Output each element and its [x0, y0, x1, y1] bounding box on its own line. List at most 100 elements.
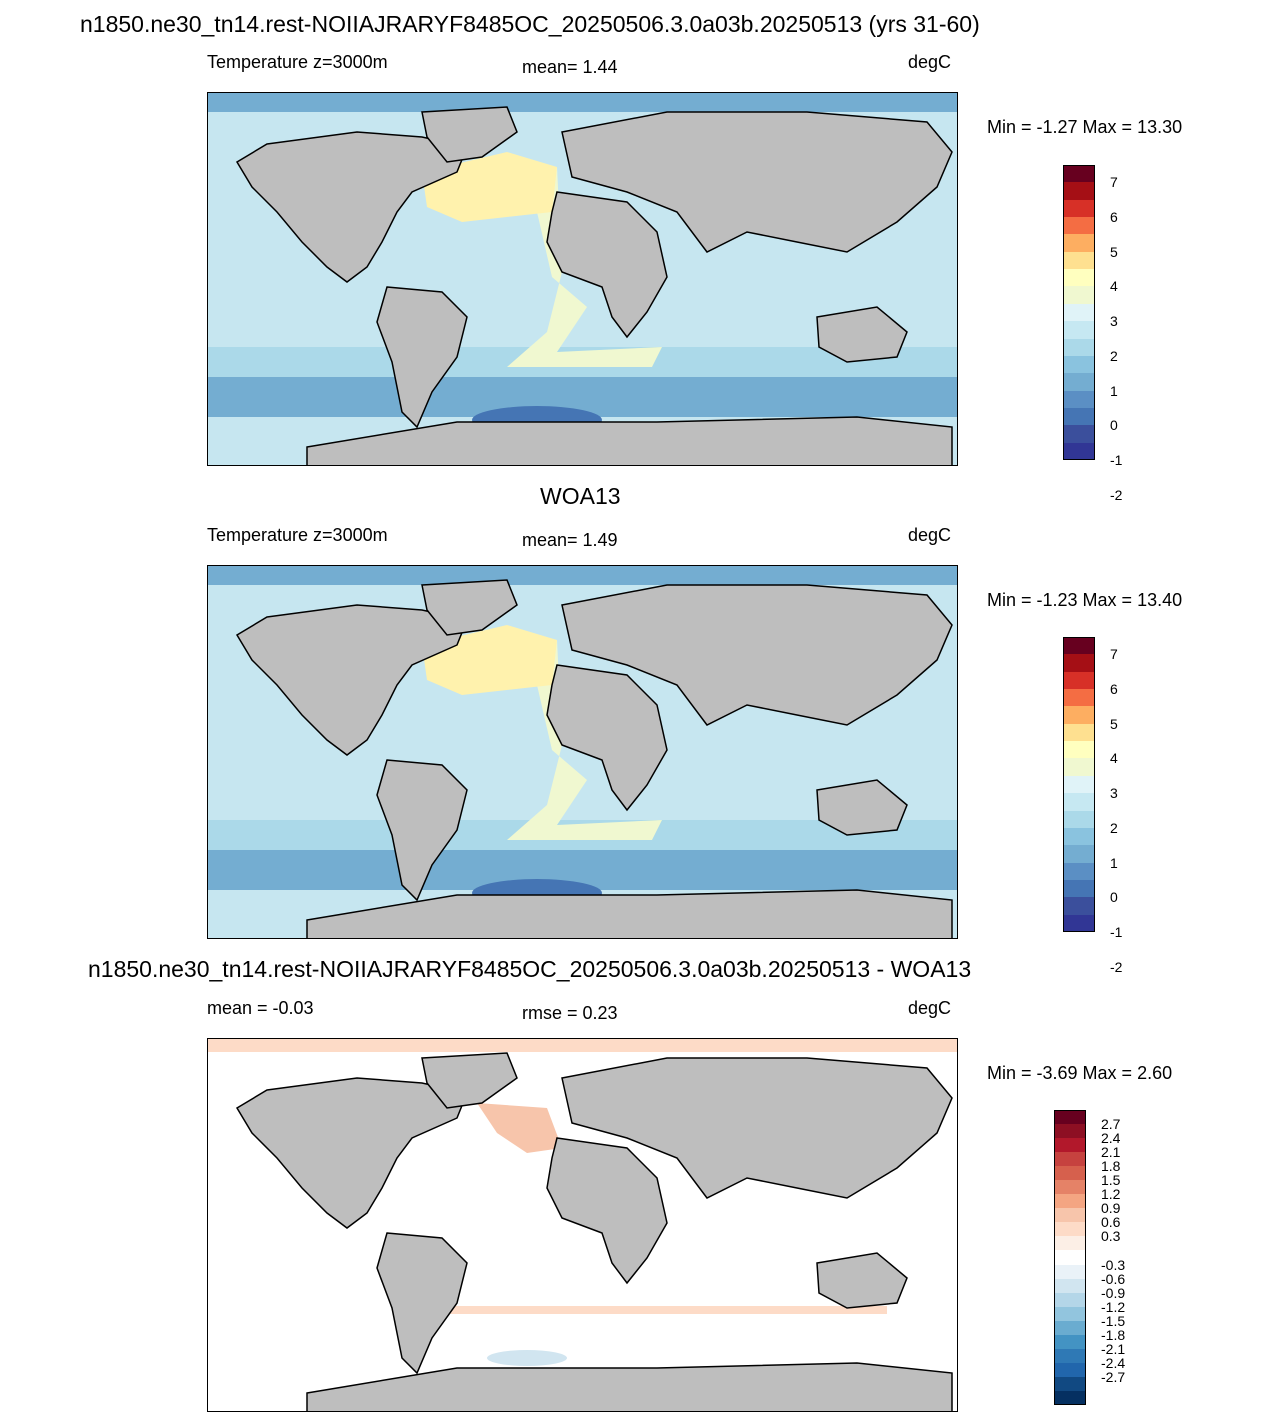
colorbar-segment — [1054, 1180, 1086, 1195]
map-frame — [207, 565, 958, 939]
colorbar-segment — [1063, 321, 1095, 340]
colorbar-tick-label: 0.9 — [1101, 1200, 1121, 1217]
colorbar-segment — [1054, 1292, 1086, 1308]
landmass — [546, 191, 668, 339]
colorbar-tick-label: 2 — [1110, 347, 1118, 364]
colorbar-frame — [1063, 165, 1095, 460]
southern-cold-anomaly — [487, 1350, 567, 1366]
colorbar-segment — [1054, 1138, 1086, 1153]
colorbar-segment — [1063, 425, 1095, 444]
arctic-band — [207, 565, 958, 585]
colorbar-tick-label: 4 — [1110, 278, 1118, 295]
colorbar-segment — [1063, 827, 1095, 846]
colorbar-segment — [1063, 671, 1095, 690]
panel-title: WOA13 — [540, 483, 621, 509]
colorbar-segment — [1054, 1278, 1086, 1294]
panel-minmax: Min = -1.27 Max = 13.30 — [987, 117, 1183, 137]
colorbar-tick-label: 0 — [1110, 417, 1118, 434]
panel-left-label: Temperature z=3000m — [207, 525, 388, 545]
colorbar-tick-label: -0.3 — [1101, 1256, 1126, 1273]
landmass — [306, 889, 953, 939]
colorbar-segment — [1063, 775, 1095, 794]
colorbar-segment — [1054, 1208, 1086, 1223]
arctic-anomaly — [207, 1038, 958, 1052]
colorbar-segment — [1063, 390, 1095, 409]
landmass — [816, 306, 908, 363]
colorbar-tick-label: -1.2 — [1101, 1298, 1126, 1315]
colorbar-segment — [1063, 654, 1095, 673]
colorbar-tick-label: 4 — [1110, 750, 1118, 767]
colorbar-segment — [1063, 845, 1095, 864]
colorbar-tick-label: 2.7 — [1101, 1116, 1121, 1133]
colorbar-tick-label: 1.8 — [1101, 1158, 1121, 1175]
landmass — [561, 584, 953, 726]
landmass — [376, 1232, 468, 1375]
colorbar-tick-label: 1.5 — [1101, 1172, 1121, 1189]
panel-minmax: Min = -1.23 Max = 13.40 — [987, 590, 1183, 610]
panel-minmax: Min = -3.69 Max = 2.60 — [987, 1063, 1173, 1083]
landmass — [376, 759, 468, 902]
map-frame — [207, 92, 958, 466]
colorbar-tick-label: 2.1 — [1101, 1144, 1121, 1161]
colorbar-tick-label: 6 — [1110, 209, 1118, 226]
colorbar-segment — [1063, 355, 1095, 374]
colorbar-segment — [1063, 810, 1095, 829]
colorbar-segment — [1054, 1362, 1086, 1378]
colorbar-tick-label: 3 — [1110, 313, 1118, 330]
panel-left-label: Temperature z=3000m — [207, 52, 388, 72]
landmass — [421, 1052, 518, 1109]
panel-title: n1850.ne30_tn14.rest-NOIIAJRARYF8485OC_2… — [88, 956, 972, 982]
colorbar-segment — [1063, 165, 1095, 183]
landmass — [421, 106, 518, 163]
panel-center-label: rmse = 0.23 — [522, 1003, 618, 1023]
panel-center-label: mean= 1.44 — [522, 57, 618, 77]
colorbar-segment — [1063, 879, 1095, 898]
colorbar: 2.7 2.4 2.1 1.8 1.5 1.2 0.9 0.6 0.3 -0.3 -0.6 -0.9-… — [1054, 1110, 1174, 1406]
colorbar-tick-label: -2 — [1110, 958, 1123, 975]
map-plot — [207, 92, 958, 466]
colorbar-tick-label: 0.6 — [1101, 1214, 1121, 1231]
panel-center-label: mean= 1.49 — [522, 530, 618, 550]
colorbar-tick-label: -0.9 — [1101, 1284, 1126, 1301]
colorbar-segment — [1054, 1236, 1086, 1251]
landmass — [546, 1137, 668, 1285]
map-plot — [207, 565, 958, 939]
colorbar-segment — [1054, 1320, 1086, 1336]
colorbar-segment — [1054, 1110, 1086, 1125]
figure-title: n1850.ne30_tn14.rest-NOIIAJRARYF8485OC_2… — [80, 11, 980, 37]
north-atlantic-anomaly — [477, 1103, 562, 1153]
landmass — [546, 664, 668, 812]
landmass — [816, 779, 908, 836]
colorbar-segment — [1063, 199, 1095, 218]
landmass — [306, 1362, 953, 1412]
colorbar-segment — [1063, 897, 1095, 916]
colorbar-tick-label: -1.8 — [1101, 1326, 1126, 1343]
colorbar: 7 6 5 4 3 2 1 0 -1 -2 — [1063, 637, 1183, 975]
colorbar-frame — [1054, 1110, 1086, 1405]
landmass — [561, 1057, 953, 1199]
landmass — [816, 1252, 908, 1309]
colorbar-frame — [1063, 637, 1095, 932]
colorbar-segment — [1063, 793, 1095, 812]
colorbar-segment — [1054, 1306, 1086, 1322]
colorbar-segment — [1063, 442, 1095, 461]
landmass — [306, 416, 953, 466]
colorbar-segment — [1063, 637, 1095, 655]
colorbar-tick-label: 2 — [1110, 819, 1118, 836]
colorbar-tick-label: 2.4 — [1101, 1130, 1121, 1147]
colorbar-segment — [1063, 286, 1095, 305]
colorbar-segment — [1063, 373, 1095, 392]
colorbar-segment — [1054, 1250, 1086, 1266]
colorbar-segment — [1063, 689, 1095, 707]
colorbar: 7 6 5 4 3 2 1 0 -1 -2 — [1063, 165, 1183, 503]
colorbar-segment — [1054, 1264, 1086, 1280]
colorbar-segment — [1063, 706, 1095, 725]
colorbar-segment — [1054, 1348, 1086, 1364]
colorbar-tick-label: -2.4 — [1101, 1354, 1126, 1371]
colorbar-tick-label: 7 — [1110, 646, 1118, 663]
landmass — [421, 579, 518, 636]
colorbar-tick-label: -0.6 — [1101, 1270, 1126, 1287]
colorbar-segment — [1054, 1194, 1086, 1209]
colorbar-tick-label: 1 — [1110, 854, 1118, 871]
colorbar-segment — [1054, 1376, 1086, 1392]
